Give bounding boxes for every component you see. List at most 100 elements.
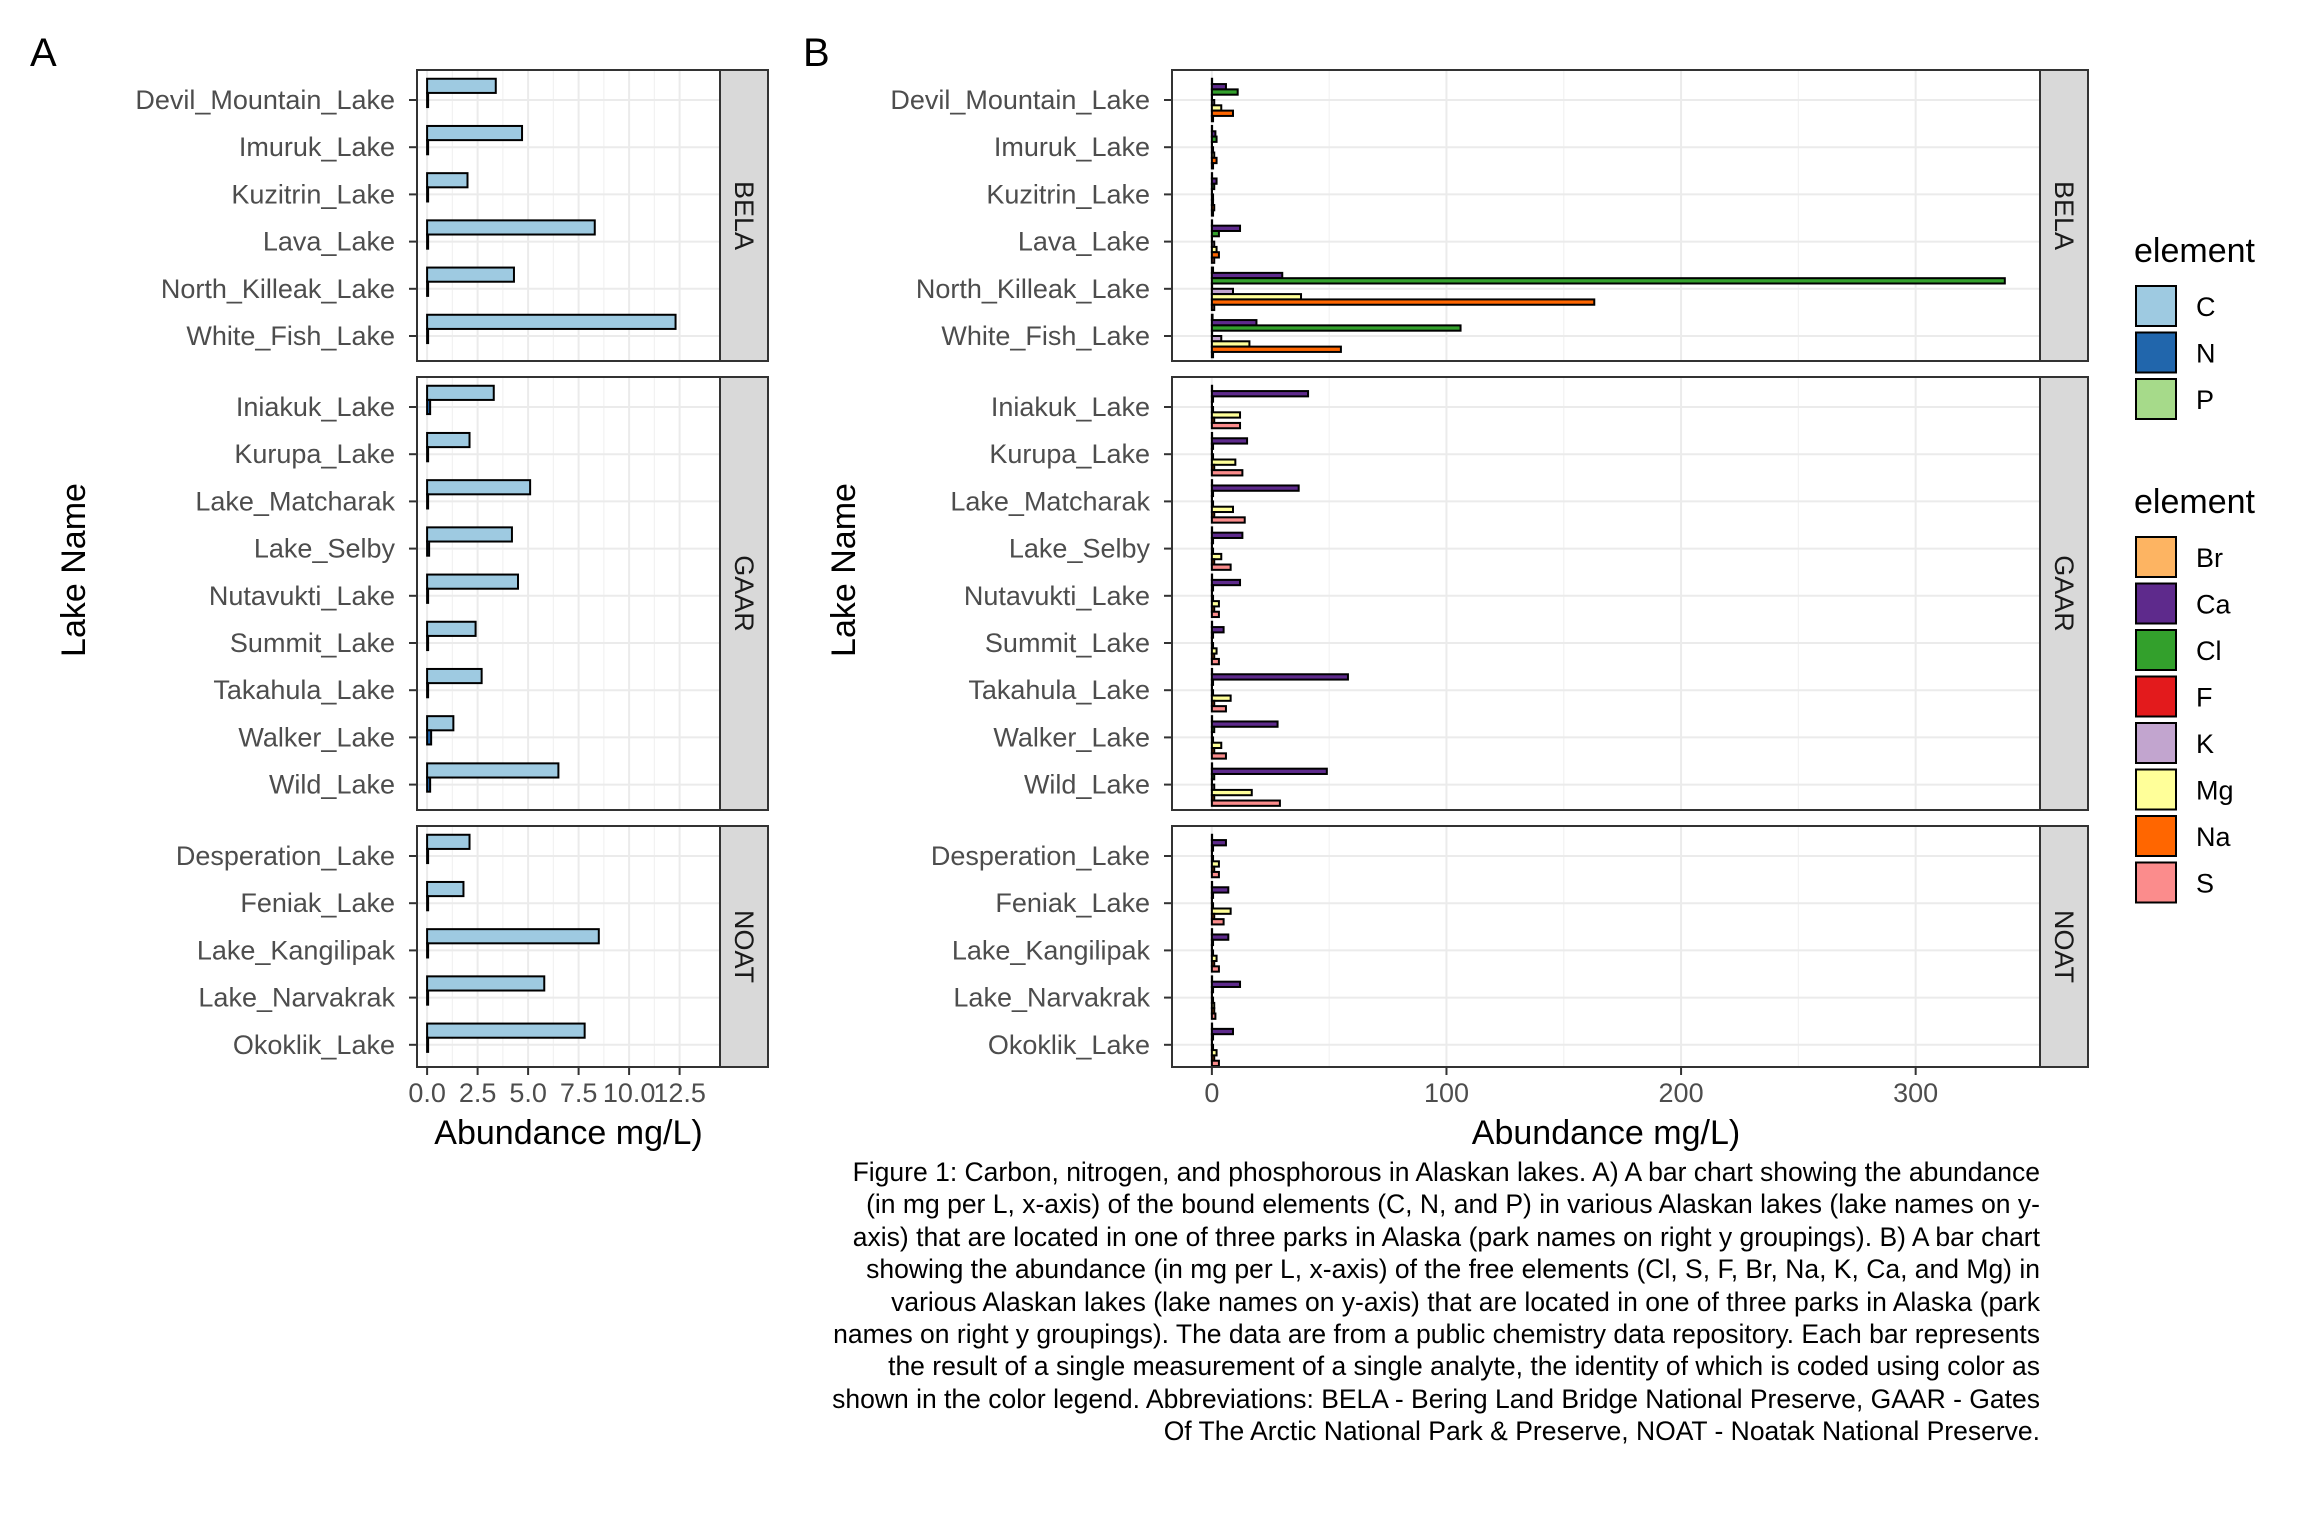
bar bbox=[1210, 563, 1232, 571]
panel-background bbox=[1172, 377, 2040, 810]
bar bbox=[1210, 860, 1220, 868]
bar bbox=[1210, 720, 1279, 728]
lake-label: Takahula_Lake bbox=[968, 675, 1150, 705]
bar bbox=[426, 776, 432, 793]
lake-label: Kurupa_Lake bbox=[234, 439, 395, 469]
bar bbox=[1210, 673, 1349, 681]
bar bbox=[1210, 484, 1300, 492]
bar bbox=[1210, 505, 1234, 514]
bar bbox=[426, 446, 430, 463]
bar bbox=[1210, 531, 1244, 539]
lake-label: Kuzitrin_Lake bbox=[231, 179, 395, 209]
lake-label: Imuruk_Lake bbox=[239, 132, 395, 162]
panel-label-a: A bbox=[30, 31, 57, 75]
lake-label: Devil_Mountain_Lake bbox=[135, 85, 395, 115]
legend-key bbox=[2135, 378, 2177, 420]
bar bbox=[426, 77, 497, 94]
lake-label: White_Fish_Lake bbox=[941, 321, 1150, 351]
bar bbox=[1210, 772, 1216, 781]
bar bbox=[426, 587, 430, 604]
facet-label: NOAT bbox=[2049, 910, 2079, 983]
bar bbox=[1210, 980, 1242, 988]
x-tick-label: 5.0 bbox=[509, 1078, 547, 1108]
legend-label: C bbox=[2196, 292, 2216, 322]
bar bbox=[426, 431, 471, 449]
legend-key bbox=[2135, 675, 2177, 718]
bar bbox=[426, 620, 477, 637]
x-tick-label: 200 bbox=[1659, 1078, 1704, 1108]
bar bbox=[426, 989, 430, 1006]
lake-label: Okoklik_Lake bbox=[233, 1030, 395, 1060]
lake-label: Lava_Lake bbox=[1018, 227, 1150, 257]
bar bbox=[1210, 469, 1244, 477]
bar bbox=[426, 573, 520, 590]
bar bbox=[1210, 1027, 1234, 1036]
bar bbox=[1210, 600, 1220, 608]
bar bbox=[426, 233, 430, 250]
legend-label: K bbox=[2196, 729, 2214, 759]
bar bbox=[426, 975, 546, 992]
legend-title: element bbox=[2134, 232, 2256, 270]
lake-label: White_Fish_Lake bbox=[186, 321, 395, 351]
bar bbox=[1210, 88, 1239, 96]
panel-a-chart: White_Fish_Lake North_Killeak_Lake Lava_La… bbox=[55, 69, 769, 1152]
lake-label: Kuzitrin_Lake bbox=[986, 179, 1150, 209]
lake-label: Kurupa_Lake bbox=[989, 439, 1150, 469]
bar bbox=[426, 847, 430, 865]
lake-label: Desperation_Lake bbox=[931, 841, 1150, 871]
panel-background bbox=[1172, 70, 2040, 361]
panel-background bbox=[1172, 826, 2040, 1067]
bar bbox=[1210, 156, 1218, 165]
lake-label: Summit_Lake bbox=[985, 628, 1150, 658]
bar bbox=[426, 942, 430, 959]
facet-strip bbox=[2039, 69, 2089, 362]
lake-label: Desperation_Lake bbox=[176, 841, 395, 871]
bar bbox=[426, 493, 430, 510]
lake-label: Wild_Lake bbox=[269, 770, 395, 800]
bar bbox=[1210, 229, 1220, 238]
bar bbox=[426, 634, 430, 652]
bar bbox=[1210, 725, 1216, 734]
facet-strip bbox=[2039, 376, 2089, 811]
lake-label: North_Killeak_Lake bbox=[161, 274, 395, 304]
bar bbox=[1210, 1059, 1220, 1068]
legend-title: element bbox=[2134, 483, 2256, 521]
lake-label: Lake_Kangilipak bbox=[952, 935, 1151, 965]
y-axis-title: Lake Name bbox=[55, 483, 93, 657]
facet-label: GAAR bbox=[729, 555, 759, 632]
bar bbox=[426, 186, 430, 203]
facet-label: BELA bbox=[729, 181, 759, 250]
legend-key bbox=[2135, 582, 2177, 625]
bar bbox=[1210, 870, 1220, 879]
bar bbox=[1210, 114, 1215, 123]
bar bbox=[426, 91, 430, 109]
bar bbox=[426, 139, 430, 156]
legend-label: P bbox=[2196, 385, 2214, 415]
lake-label: Feniak_Lake bbox=[240, 888, 395, 918]
legend-label: Na bbox=[2196, 822, 2231, 852]
bar bbox=[1210, 578, 1242, 587]
bar bbox=[426, 540, 431, 557]
bar bbox=[1210, 610, 1220, 619]
bar bbox=[426, 124, 524, 142]
legend-key bbox=[2135, 722, 2177, 764]
bar bbox=[1210, 277, 2006, 285]
figure-caption: Figure 1: Carbon, nitrogen, and phosphor… bbox=[832, 1157, 2040, 1447]
lake-label: Lake_Matcharak bbox=[195, 486, 395, 516]
bar bbox=[1210, 886, 1230, 894]
bar bbox=[1210, 516, 1246, 524]
facet-label: NOAT bbox=[729, 910, 759, 983]
legend-label: S bbox=[2196, 869, 2214, 899]
bar bbox=[426, 384, 495, 401]
lake-label: Lake_Selby bbox=[254, 534, 396, 564]
lake-label: Lava_Lake bbox=[263, 227, 395, 257]
panel-label-b: B bbox=[803, 31, 830, 75]
bar bbox=[1210, 324, 1462, 332]
x-tick-label: 0.0 bbox=[408, 1078, 446, 1108]
x-tick-label: 2.5 bbox=[459, 1078, 497, 1108]
bar bbox=[426, 219, 596, 236]
bar bbox=[1210, 767, 1328, 775]
bar bbox=[1210, 224, 1242, 232]
bar bbox=[1210, 907, 1232, 915]
bar bbox=[426, 715, 455, 732]
